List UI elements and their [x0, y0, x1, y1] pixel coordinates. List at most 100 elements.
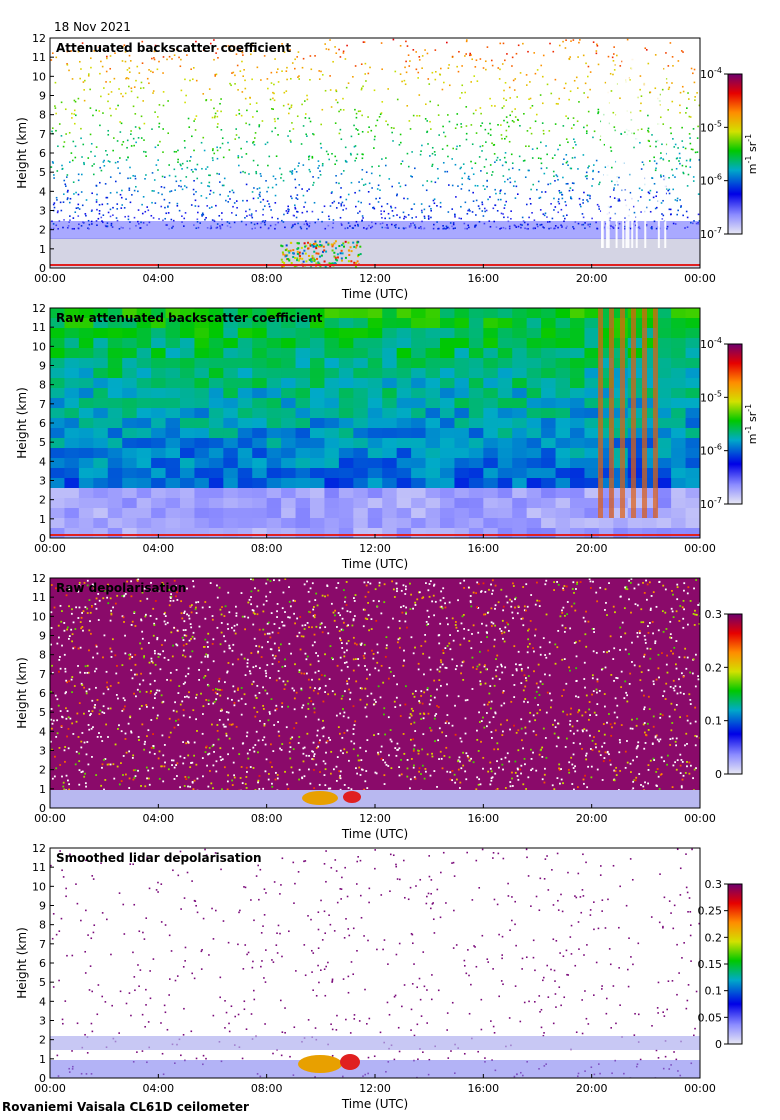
- depol-noise: [107, 688, 110, 691]
- depol-noise: [582, 730, 584, 733]
- scatter-noise: [309, 78, 311, 81]
- scatter-noise: [558, 202, 561, 205]
- depol-noise: [306, 580, 308, 583]
- depol-noise: [544, 583, 547, 586]
- depol-noise: [77, 736, 80, 738]
- depol-noise: [222, 723, 225, 726]
- scatter-noise: [529, 97, 532, 100]
- depol-noise: [588, 701, 591, 703]
- scatter-noise: [681, 140, 684, 142]
- scatter-noise: [140, 137, 143, 139]
- depol-noise: [487, 770, 490, 773]
- scatter-noise: [570, 197, 573, 200]
- scatter-noise: [197, 226, 200, 229]
- depol-noise: [335, 714, 338, 717]
- raw-cell: [526, 398, 542, 409]
- depol-noise: [235, 605, 237, 608]
- depol-noise: [317, 692, 320, 695]
- cloud-blob: [315, 245, 318, 248]
- depol-noise: [216, 584, 218, 587]
- scatter-noise: [55, 224, 58, 227]
- scatter-noise: [216, 115, 219, 118]
- scatter-noise: [566, 214, 568, 217]
- raw-cell: [237, 398, 253, 409]
- raw-cell: [165, 378, 181, 389]
- depol-noise: [527, 675, 530, 677]
- raw-cell: [656, 348, 672, 359]
- raw-cell: [194, 488, 210, 499]
- raw-cell: [685, 438, 700, 449]
- depol-noise: [133, 692, 135, 695]
- raw-cell: [93, 508, 109, 519]
- depol-noise: [514, 596, 517, 599]
- scatter-noise: [540, 141, 542, 144]
- depol-noise: [377, 751, 379, 754]
- scatter-noise: [178, 56, 180, 59]
- scatter-noise: [251, 191, 254, 193]
- raw-cell: [78, 478, 94, 489]
- raw-cell: [411, 308, 427, 319]
- raw-cell: [50, 358, 65, 369]
- scatter-noise: [432, 227, 435, 230]
- scatter-noise: [240, 114, 243, 117]
- scatter-noise: [202, 136, 205, 139]
- depol-noise: [436, 668, 439, 671]
- scatter-noise: [612, 53, 615, 55]
- raw-cell: [555, 358, 571, 369]
- scatter-noise: [378, 116, 381, 118]
- scatter-noise: [471, 143, 474, 146]
- raw-cell: [353, 358, 369, 369]
- depol-noise: [276, 610, 278, 613]
- scatter-noise: [244, 171, 246, 174]
- depol-noise: [171, 759, 173, 762]
- scatter-noise: [648, 199, 651, 201]
- raw-cell: [526, 368, 542, 379]
- scatter-noise: [370, 129, 373, 132]
- depol-noise: [509, 781, 512, 783]
- raw-cell: [685, 388, 700, 399]
- scatter-noise: [125, 159, 128, 161]
- scatter-noise: [105, 81, 107, 83]
- scatter-noise: [556, 175, 559, 178]
- scatter-noise: [101, 220, 103, 222]
- scatter-noise: [367, 131, 369, 133]
- raw-cell: [136, 458, 152, 469]
- scatter-noise: [595, 221, 597, 224]
- scatter-noise: [591, 217, 593, 220]
- scatter-noise: [202, 93, 205, 95]
- depol-noise: [219, 643, 222, 646]
- depol-noise: [517, 749, 520, 752]
- depol-noise: [302, 760, 305, 763]
- scatter-noise: [679, 104, 681, 107]
- scatter-noise: [531, 212, 533, 214]
- raw-cell: [425, 338, 441, 349]
- scatter-noise: [363, 227, 365, 229]
- depol-noise: [614, 697, 617, 700]
- scatter-noise: [246, 140, 248, 143]
- scatter-noise: [486, 172, 488, 174]
- raw-cell: [497, 518, 513, 529]
- scatter-noise: [83, 99, 86, 102]
- depol-noise: [140, 647, 143, 650]
- raw-cell: [382, 498, 398, 509]
- depol-noise: [445, 734, 448, 737]
- depol-noise: [647, 782, 649, 785]
- raw-cell: [598, 448, 614, 459]
- raw-cell: [50, 528, 65, 538]
- depol-noise: [595, 591, 598, 594]
- raw-cell: [151, 498, 167, 509]
- depol-noise: [215, 770, 218, 773]
- depol-noise: [284, 578, 287, 580]
- scatter-noise: [633, 132, 635, 135]
- scatter-noise: [308, 117, 311, 120]
- scatter-noise: [79, 45, 81, 48]
- scatter-noise: [252, 197, 255, 200]
- scatter-noise: [147, 209, 150, 212]
- scatter-noise: [614, 212, 617, 215]
- scatter-noise: [115, 217, 118, 219]
- raw-cell: [310, 358, 325, 369]
- depol-noise: [339, 712, 342, 715]
- depol-noise: [63, 653, 66, 656]
- raw-cell: [310, 388, 325, 399]
- depol-noise: [156, 717, 158, 720]
